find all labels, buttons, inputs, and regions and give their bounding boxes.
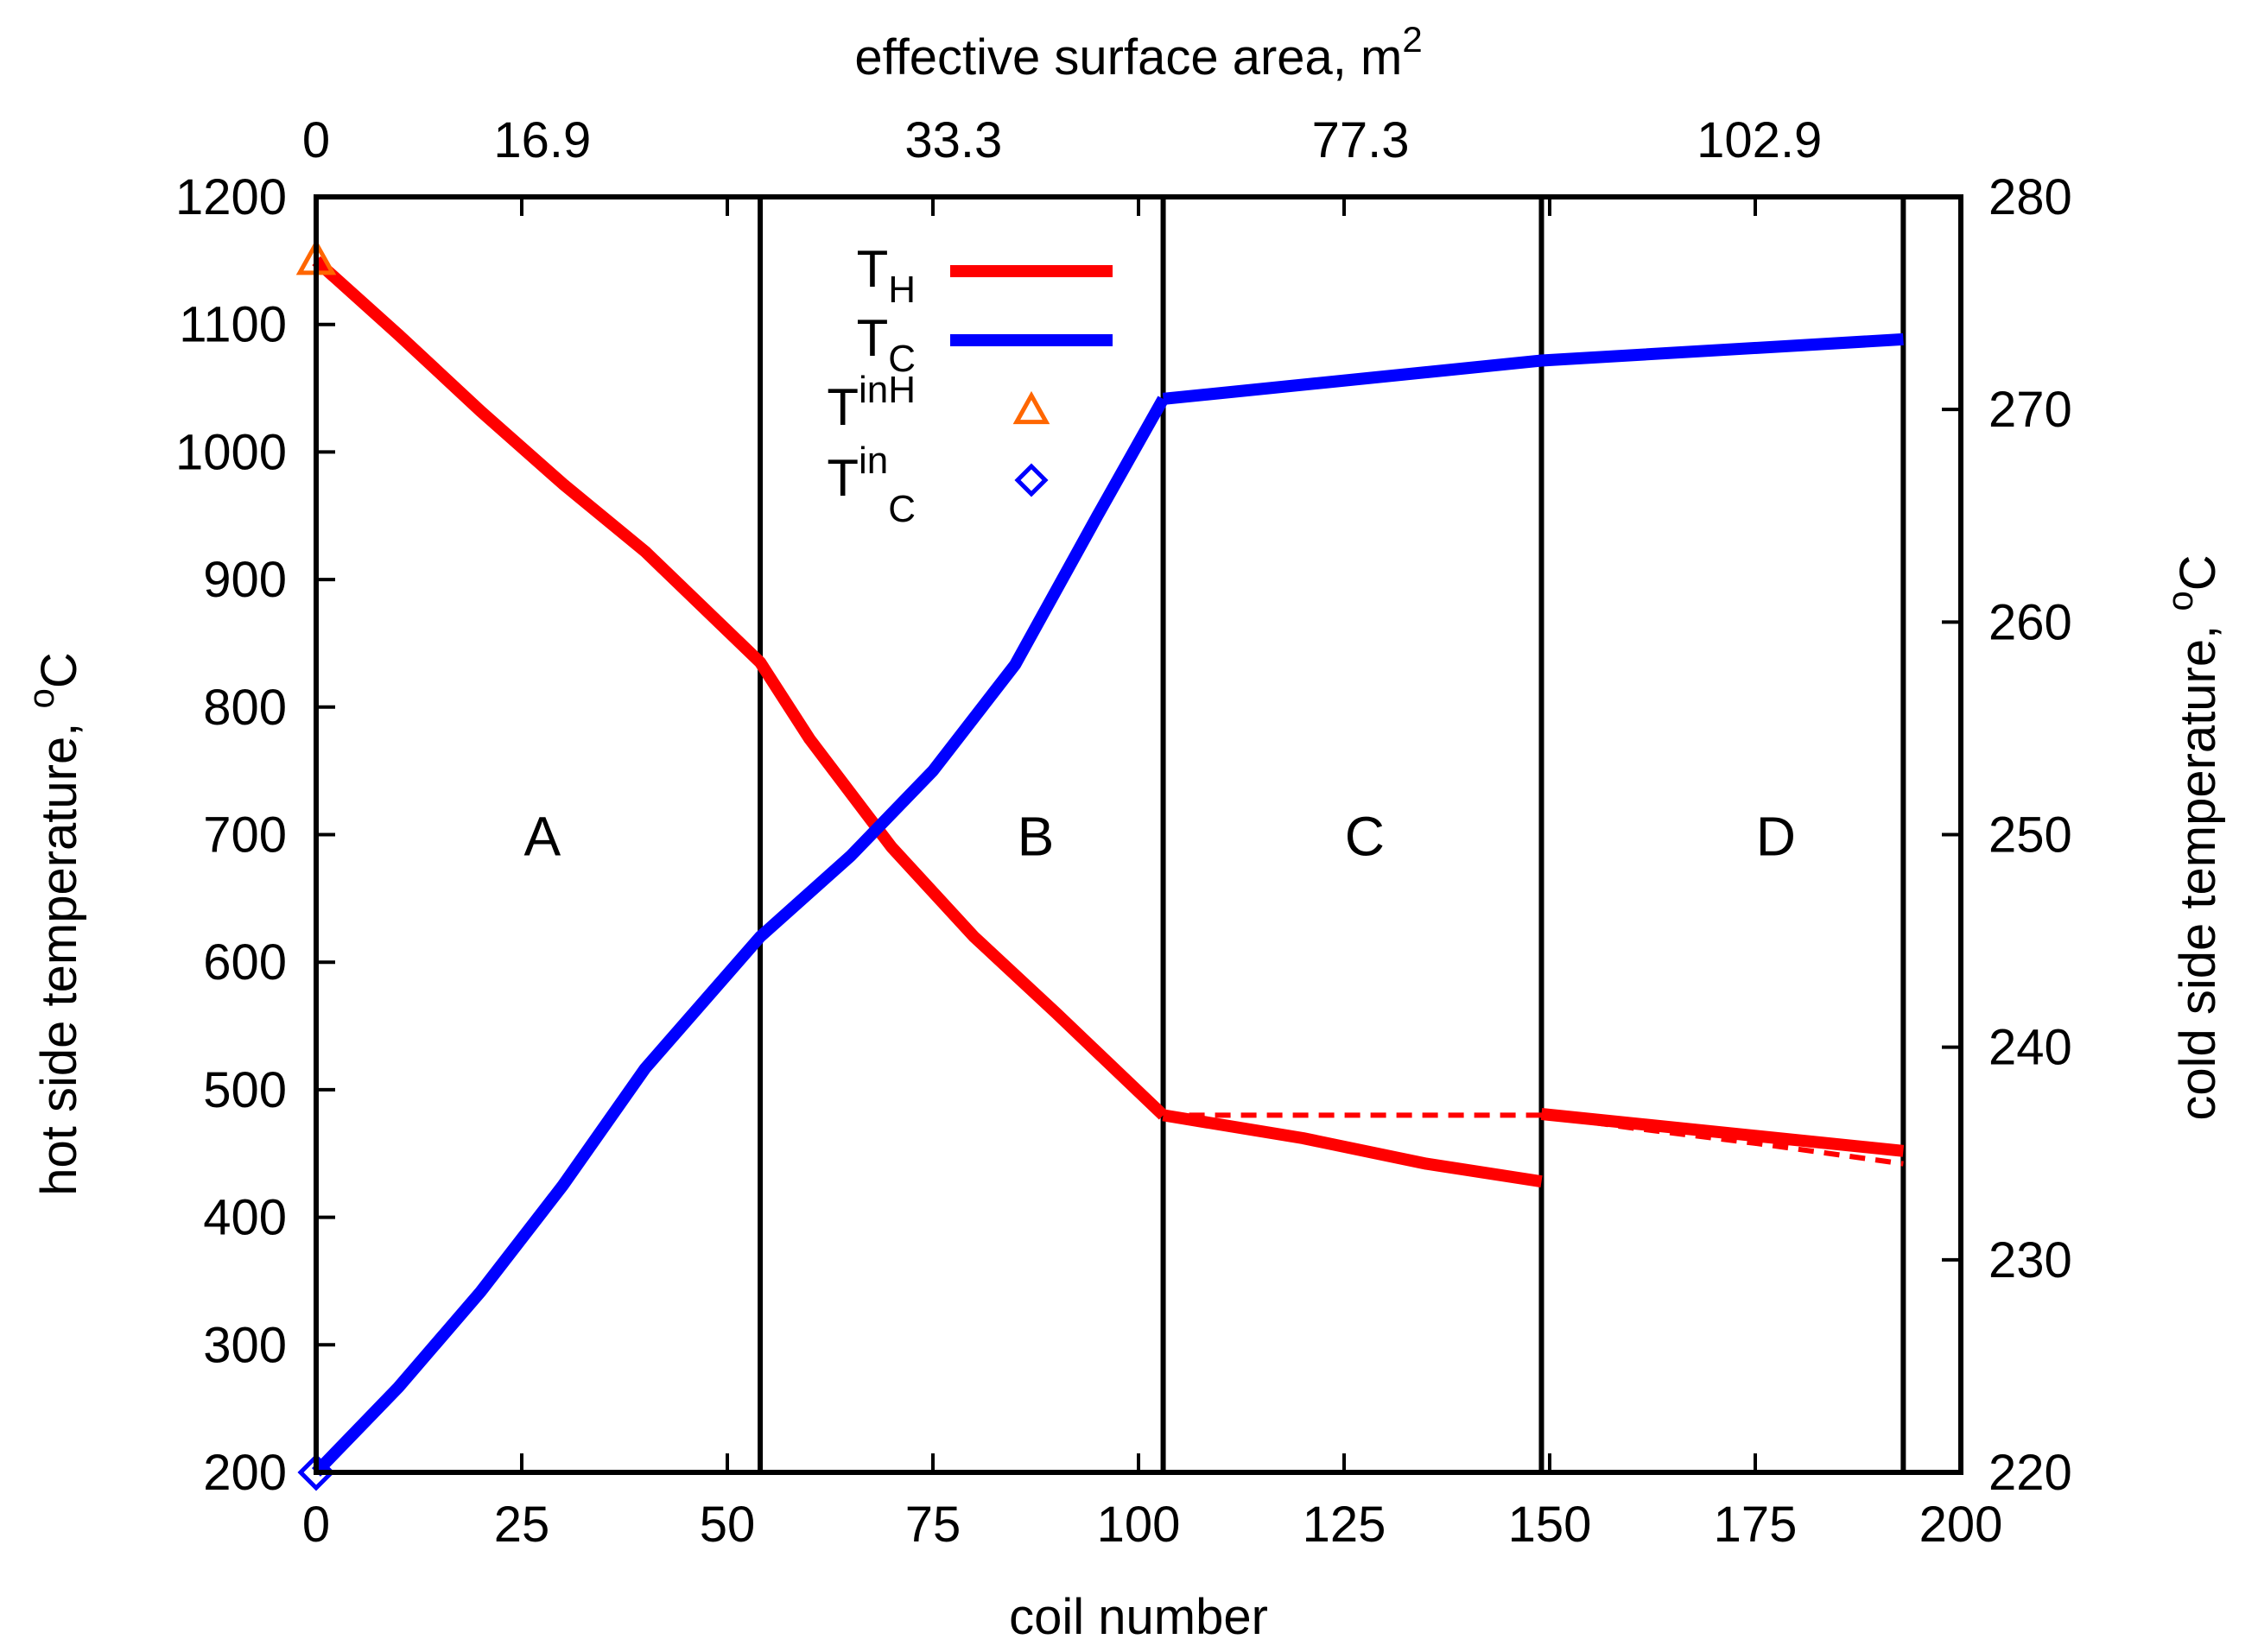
y2-axis-label-sup: o (2160, 591, 2200, 611)
x2-axis-label-exp: 2 (1402, 19, 1422, 60)
legend-swatch-3 (1012, 390, 1050, 425)
legend-label-base: T (827, 449, 859, 507)
series-group (295, 238, 1905, 1491)
x-tick-label-50: 50 (700, 1497, 756, 1553)
x2-tick-label-33.3: 33.3 (904, 112, 1002, 168)
y2-axis-label-unit: C (2170, 554, 2226, 591)
legend-label-sup: in (859, 369, 888, 411)
y-tick-label-1000: 1000 (175, 424, 287, 480)
series-t-h-dashed--seg-2 (1541, 1112, 1904, 1167)
y-axis-label-unit: C (31, 652, 87, 688)
x-axis-label: coil number (1009, 1589, 1268, 1645)
y-tick-label-600: 600 (203, 934, 287, 991)
legend-label-sup: in (859, 440, 888, 482)
y-tick-label-200: 200 (203, 1445, 287, 1501)
x-tick-label-150: 150 (1508, 1497, 1592, 1553)
y-tick-label-900: 900 (203, 552, 287, 608)
x-tick-label-175: 175 (1714, 1497, 1798, 1553)
series-t-h-seg-3 (1540, 1108, 1905, 1157)
x2-axis-label-text: effective surface area, m (854, 29, 1402, 85)
series-t-h-seg-2 (1162, 1109, 1543, 1188)
y-tick-label-1200: 1200 (175, 169, 287, 225)
legend-label-base: T (827, 378, 859, 436)
y-axis-label-sup: o (21, 688, 61, 708)
x2-tick-label-0: 0 (302, 112, 330, 168)
y-axis-label-text: hot side temperature, (31, 709, 87, 1196)
y2-tick-label-230: 230 (1988, 1232, 2072, 1288)
x2-tick-label-16.9: 16.9 (493, 112, 591, 168)
y2-tick-label-270: 270 (1988, 382, 2072, 438)
tick-labels: 0 25 50 75 100 125 150 175 200 0 16.9 33.3 77.3 102.9… (175, 112, 2072, 1553)
y-tick-label-1100: 1100 (179, 297, 287, 353)
plot-frame (314, 194, 1963, 1475)
legend-label-1: TH (857, 240, 916, 311)
y-tick-label-700: 700 (203, 807, 287, 864)
x-tick-label-0: 0 (302, 1497, 330, 1553)
zone-label-B: B (1018, 806, 1055, 868)
series-t-h-seg-1 (312, 256, 1168, 1120)
legend-label-4: TinC (827, 440, 916, 530)
legend-label-sub: C (888, 338, 916, 380)
y2-tick-label-280: 280 (1988, 169, 2072, 225)
y-tick-label-400: 400 (203, 1190, 287, 1246)
y2-tick-label-260: 260 (1988, 594, 2072, 650)
x-tick-label-75: 75 (905, 1497, 961, 1553)
x2-tick-label-77.3: 77.3 (1312, 112, 1410, 168)
x2-tick-label-102.9: 102.9 (1697, 112, 1822, 168)
y-tick-label-800: 800 (203, 680, 287, 736)
y2-tick-label-220: 220 (1988, 1445, 2072, 1501)
y-tick-label-300: 300 (203, 1317, 287, 1373)
zone-label-D: D (1756, 806, 1796, 868)
zone-label-C: C (1345, 806, 1385, 868)
zone-label-A: A (523, 806, 561, 868)
x-tick-label-25: 25 (494, 1497, 550, 1553)
x-tick-label-125: 125 (1303, 1497, 1386, 1553)
series-t-c-seg-2 (1162, 332, 1904, 405)
legend-label-sub: C (888, 488, 916, 530)
x-tick-label-200: 200 (1919, 1497, 2003, 1553)
legend-swatch-4 (1014, 463, 1049, 497)
x-tick-label-100: 100 (1097, 1497, 1181, 1553)
y2-tick-label-240: 240 (1988, 1020, 2072, 1076)
y2-axis-label: cold side temperature, oC (2160, 554, 2226, 1120)
series-t-c-seg-1 (311, 396, 1169, 1477)
y-axis-label: hot side temperature, oC (21, 652, 87, 1195)
y2-axis-label-text: cold side temperature, (2170, 611, 2226, 1121)
legend-label-base: T (857, 309, 889, 367)
legend-label-base: T (857, 240, 889, 298)
zone-labels: A B C D (523, 806, 1795, 868)
legend-label-2: TC (857, 309, 916, 380)
legend-label-3: TinH (827, 369, 916, 436)
x2-axis-label: effective surface area, m2 (854, 19, 1422, 85)
legend-label-sub: H (888, 269, 916, 311)
y2-tick-label-250: 250 (1988, 807, 2072, 864)
marker-tc-in (297, 1453, 335, 1491)
y-tick-label-500: 500 (203, 1062, 287, 1118)
legend-label-sub: H (888, 369, 916, 411)
